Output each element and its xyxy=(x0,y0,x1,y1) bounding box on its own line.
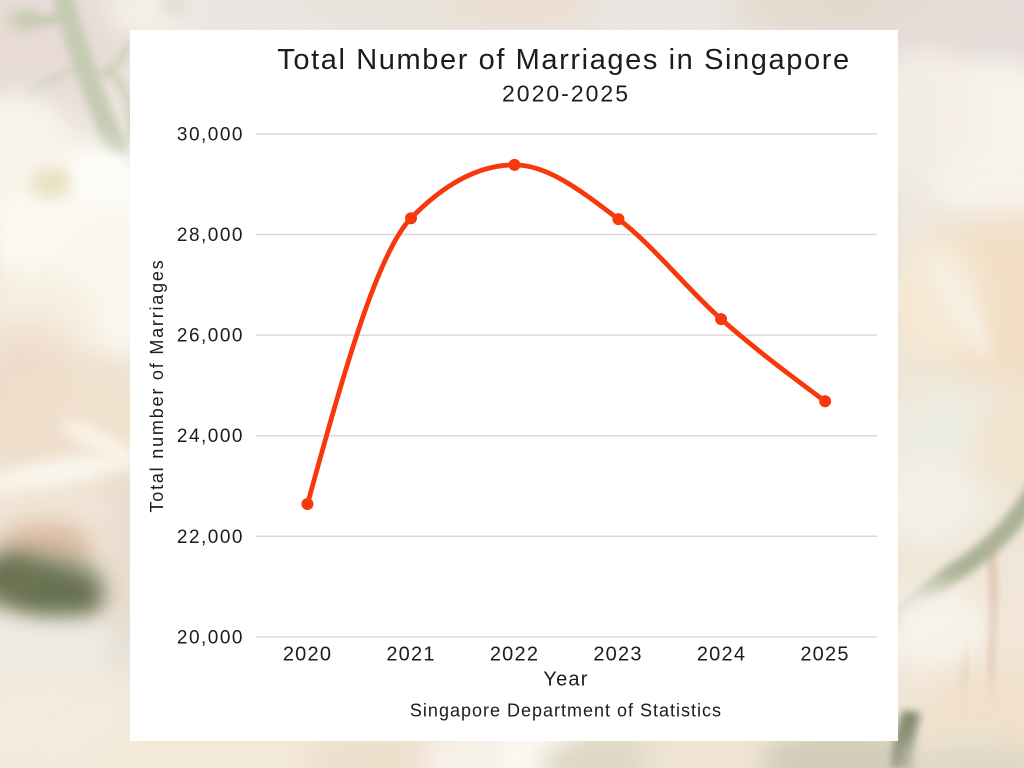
svg-text:20,000: 20,000 xyxy=(177,627,244,648)
svg-text:2025: 2025 xyxy=(800,644,849,666)
svg-text:26,000: 26,000 xyxy=(177,326,244,347)
svg-text:2021: 2021 xyxy=(386,644,435,666)
svg-text:Total Number of Marriages in S: Total Number of Marriages in Singapore xyxy=(277,44,850,76)
svg-text:2023: 2023 xyxy=(593,644,642,666)
svg-text:2020: 2020 xyxy=(283,644,332,666)
svg-text:24,000: 24,000 xyxy=(177,426,244,447)
svg-text:Year: Year xyxy=(543,668,588,690)
svg-text:2022: 2022 xyxy=(490,644,539,666)
svg-text:30,000: 30,000 xyxy=(177,124,244,145)
svg-text:2024: 2024 xyxy=(697,644,746,666)
svg-text:2020-2025: 2020-2025 xyxy=(502,81,630,107)
svg-text:Total number of Marriages: Total number of Marriages xyxy=(147,258,167,512)
svg-text:22,000: 22,000 xyxy=(177,527,244,548)
svg-text:28,000: 28,000 xyxy=(177,225,244,246)
svg-text:Singapore Department of Statis: Singapore Department of Statistics xyxy=(410,700,722,720)
